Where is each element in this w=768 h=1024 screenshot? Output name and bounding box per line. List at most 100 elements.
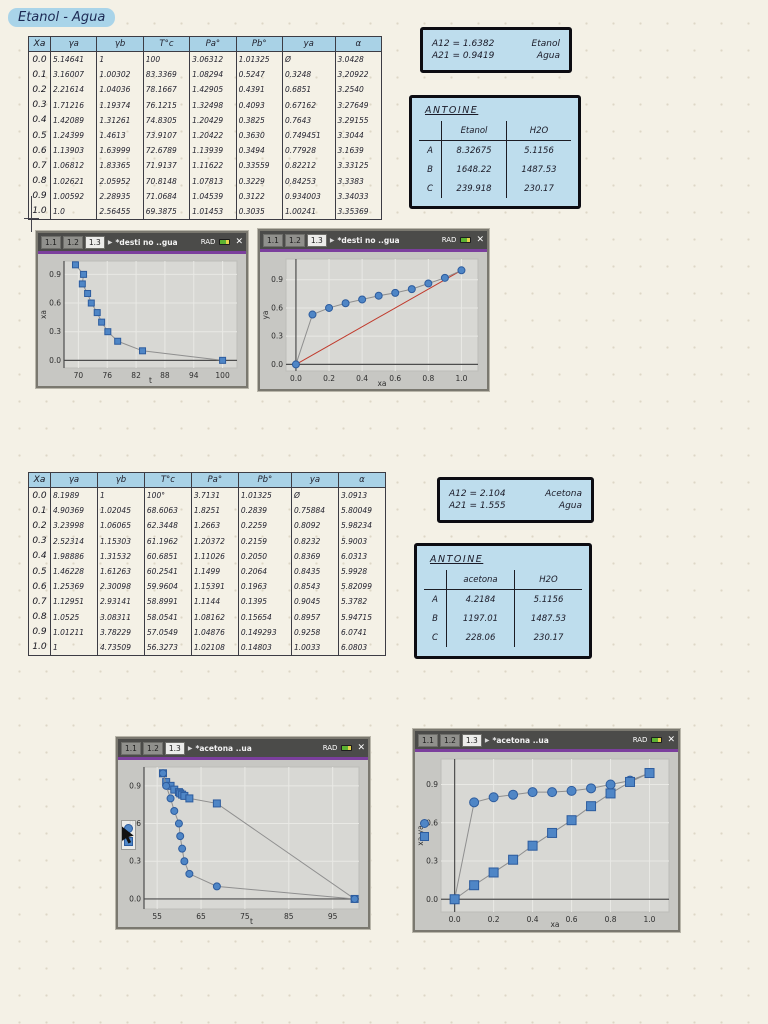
doc-arrow-icon: ▶ (329, 236, 335, 244)
tab-1-1[interactable]: 1.1 (41, 235, 61, 249)
table-cell: 5.9928 (337, 563, 387, 580)
table-cell: 5.82099 (337, 579, 387, 595)
table-cell: 1.0 (49, 203, 98, 220)
table-cell: 2.30098 (96, 579, 145, 595)
battery-icon (651, 737, 663, 743)
table-cell: 1.42905 (189, 82, 237, 98)
tab-1-1[interactable]: 1.1 (263, 233, 283, 247)
svg-text:0.0: 0.0 (449, 915, 461, 924)
calc-header: 1.1 1.2 1.3 ▶ *desti no ..gua RAD ✕ (260, 231, 487, 249)
table-cell: 0.9258 (291, 624, 339, 640)
table-cell: 0.2259 (237, 518, 293, 534)
svg-text:0.2: 0.2 (323, 374, 335, 383)
header-row: Xa γa γb T°c Pa° Pb° ya α (28, 472, 387, 488)
table-cell: 1.83365 (96, 158, 144, 174)
tab-1-2[interactable]: 1.2 (62, 235, 83, 249)
close-icon[interactable]: ✕ (476, 235, 484, 245)
calc-header: 1.1 1.2 1.3 ▶ *acetona ..ua RAD ✕ (118, 739, 368, 757)
circle-marker-icon[interactable] (420, 819, 429, 829)
svg-text:1.0: 1.0 (644, 915, 656, 924)
close-icon[interactable]: ✕ (357, 743, 365, 753)
table-cell: 0.67162 (281, 97, 336, 113)
svg-text:0.4: 0.4 (356, 374, 368, 383)
a12-component: Acetona (545, 489, 582, 499)
column-header: γb (96, 472, 145, 488)
etanol-data-table: Xa γa γb T°c Pa° Pb° ya α 0.0 5.14641 1 100 3.06312 1… (28, 36, 383, 221)
tab-1-3[interactable]: 1.3 (461, 733, 482, 747)
table-cell: 1.31261 (96, 112, 144, 128)
table-cell: 1.0 (28, 639, 51, 656)
table-cell: 3.16007 (49, 67, 98, 83)
table-cell: 1.04539 (189, 188, 237, 204)
table-row: 0.3 2.52314 1.15303 61.1962 1.20372 0.2159 0.8… (28, 533, 387, 549)
nspire-screenshot-acetona-yx: 1.1 1.2 1.3 ▶ *acetona ..ua RAD ✕ 0.0 0.2… (413, 729, 680, 932)
antoine-col-2: H2O (506, 121, 571, 141)
antoine-grid: Etanol H2O A 8.32675 5.1156 B 1648.22 14… (419, 121, 571, 198)
antoine-cell: 239.918 (441, 179, 506, 198)
tab-1-1[interactable]: 1.1 (121, 741, 141, 755)
antoine-cell: 1648.22 (441, 160, 506, 179)
svg-text:65: 65 (196, 912, 206, 921)
svg-text:1.0: 1.0 (455, 374, 467, 383)
table-cell: 1.15391 (190, 579, 239, 595)
antoine-row-label: C (427, 183, 433, 194)
svg-text:0.4: 0.4 (527, 915, 539, 924)
table-cell: 0.6851 (281, 82, 336, 98)
svg-text:t: t (250, 917, 253, 926)
table-cell: 1.11026 (190, 548, 239, 564)
table-cell: 1.31532 (96, 548, 145, 564)
calc-header: 1.1 1.2 1.3 ▶ *acetona ..ua RAD ✕ (415, 731, 678, 749)
table-cell: 0.5247 (235, 67, 283, 83)
table-cell: 0.3122 (235, 188, 283, 204)
column-header: γa (50, 472, 98, 488)
column-header: T°c (143, 472, 192, 488)
angle-mode-indicator: RAD (200, 238, 216, 246)
acetona-constants-box: A12 = 2.104 Acetona A21 = 1.555 Agua (437, 477, 594, 523)
table-row: 0.4 1.98886 1.31532 60.6851 1.11026 0.2050 0.8… (28, 548, 387, 564)
table-cell: 0.2050 (237, 548, 293, 564)
tab-1-2[interactable]: 1.2 (142, 741, 163, 755)
table-cell: 83.3369 (142, 67, 191, 83)
svg-text:0.6: 0.6 (426, 818, 438, 827)
antoine-cell: 1197.01 (446, 609, 514, 628)
table-cell: 0.8232 (291, 533, 339, 549)
table-cell: 3.29155 (334, 112, 383, 128)
svg-text:0.8: 0.8 (605, 915, 617, 924)
svg-text:xa: xa (39, 310, 48, 319)
tab-1-2[interactable]: 1.2 (439, 733, 460, 747)
table-cell: 1.1144 (190, 594, 239, 610)
tab-1-3[interactable]: 1.3 (84, 235, 105, 249)
close-icon[interactable]: ✕ (667, 735, 675, 745)
table-cell: 3.06312 (189, 51, 237, 68)
table-cell: 72.6789 (142, 143, 191, 159)
table-cell: 0.4093 (235, 97, 283, 113)
acetona-data-table: Xa γa γb T°c Pa° Pb° ya α 0.0 8.1989 1 100° 3.7131 1.… (28, 472, 387, 657)
table-cell: 1.32498 (189, 97, 237, 113)
table-cell: 0.4 (28, 112, 51, 128)
table-cell: 1.63999 (96, 143, 144, 159)
a12-value: A12 = 2.104 (449, 489, 506, 499)
a12-value: A12 = 1.6382 (432, 39, 495, 49)
square-marker-icon[interactable] (420, 832, 429, 842)
table-cell: 0.7 (28, 158, 51, 174)
table-cell: 3.1639 (334, 143, 383, 159)
close-icon[interactable]: ✕ (235, 237, 243, 247)
table-cell: 5.80049 (337, 503, 387, 519)
tab-1-1[interactable]: 1.1 (418, 733, 438, 747)
table-cell: 100 (142, 51, 191, 68)
column-header: Pb° (237, 472, 293, 488)
table-row: 0.2 2.21614 1.04036 78.1667 1.42905 0.4391 0.6… (28, 82, 383, 98)
table-cell: 78.1667 (142, 82, 191, 98)
tab-1-2[interactable]: 1.2 (284, 233, 305, 247)
table-cell: 1.20372 (190, 533, 239, 549)
table-cell: 73.9107 (142, 127, 191, 144)
table-row: 0.7 1.06812 1.83365 71.9137 1.11622 0.33559 0.… (28, 158, 383, 174)
table-cell: 1.00241 (281, 203, 336, 220)
antoine-cell: 5.1156 (506, 141, 571, 160)
tab-1-3[interactable]: 1.3 (306, 233, 327, 247)
svg-text:0.0: 0.0 (290, 374, 302, 383)
column-header: ya (281, 36, 336, 52)
tab-1-3[interactable]: 1.3 (164, 741, 185, 755)
